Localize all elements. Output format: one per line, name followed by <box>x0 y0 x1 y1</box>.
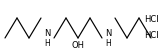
Text: N: N <box>44 29 50 38</box>
Text: N: N <box>105 29 111 38</box>
Text: HCl: HCl <box>144 15 158 24</box>
Text: OH: OH <box>72 41 84 50</box>
Text: H: H <box>44 40 50 49</box>
Text: H: H <box>105 40 111 49</box>
Text: HCl: HCl <box>144 32 158 41</box>
